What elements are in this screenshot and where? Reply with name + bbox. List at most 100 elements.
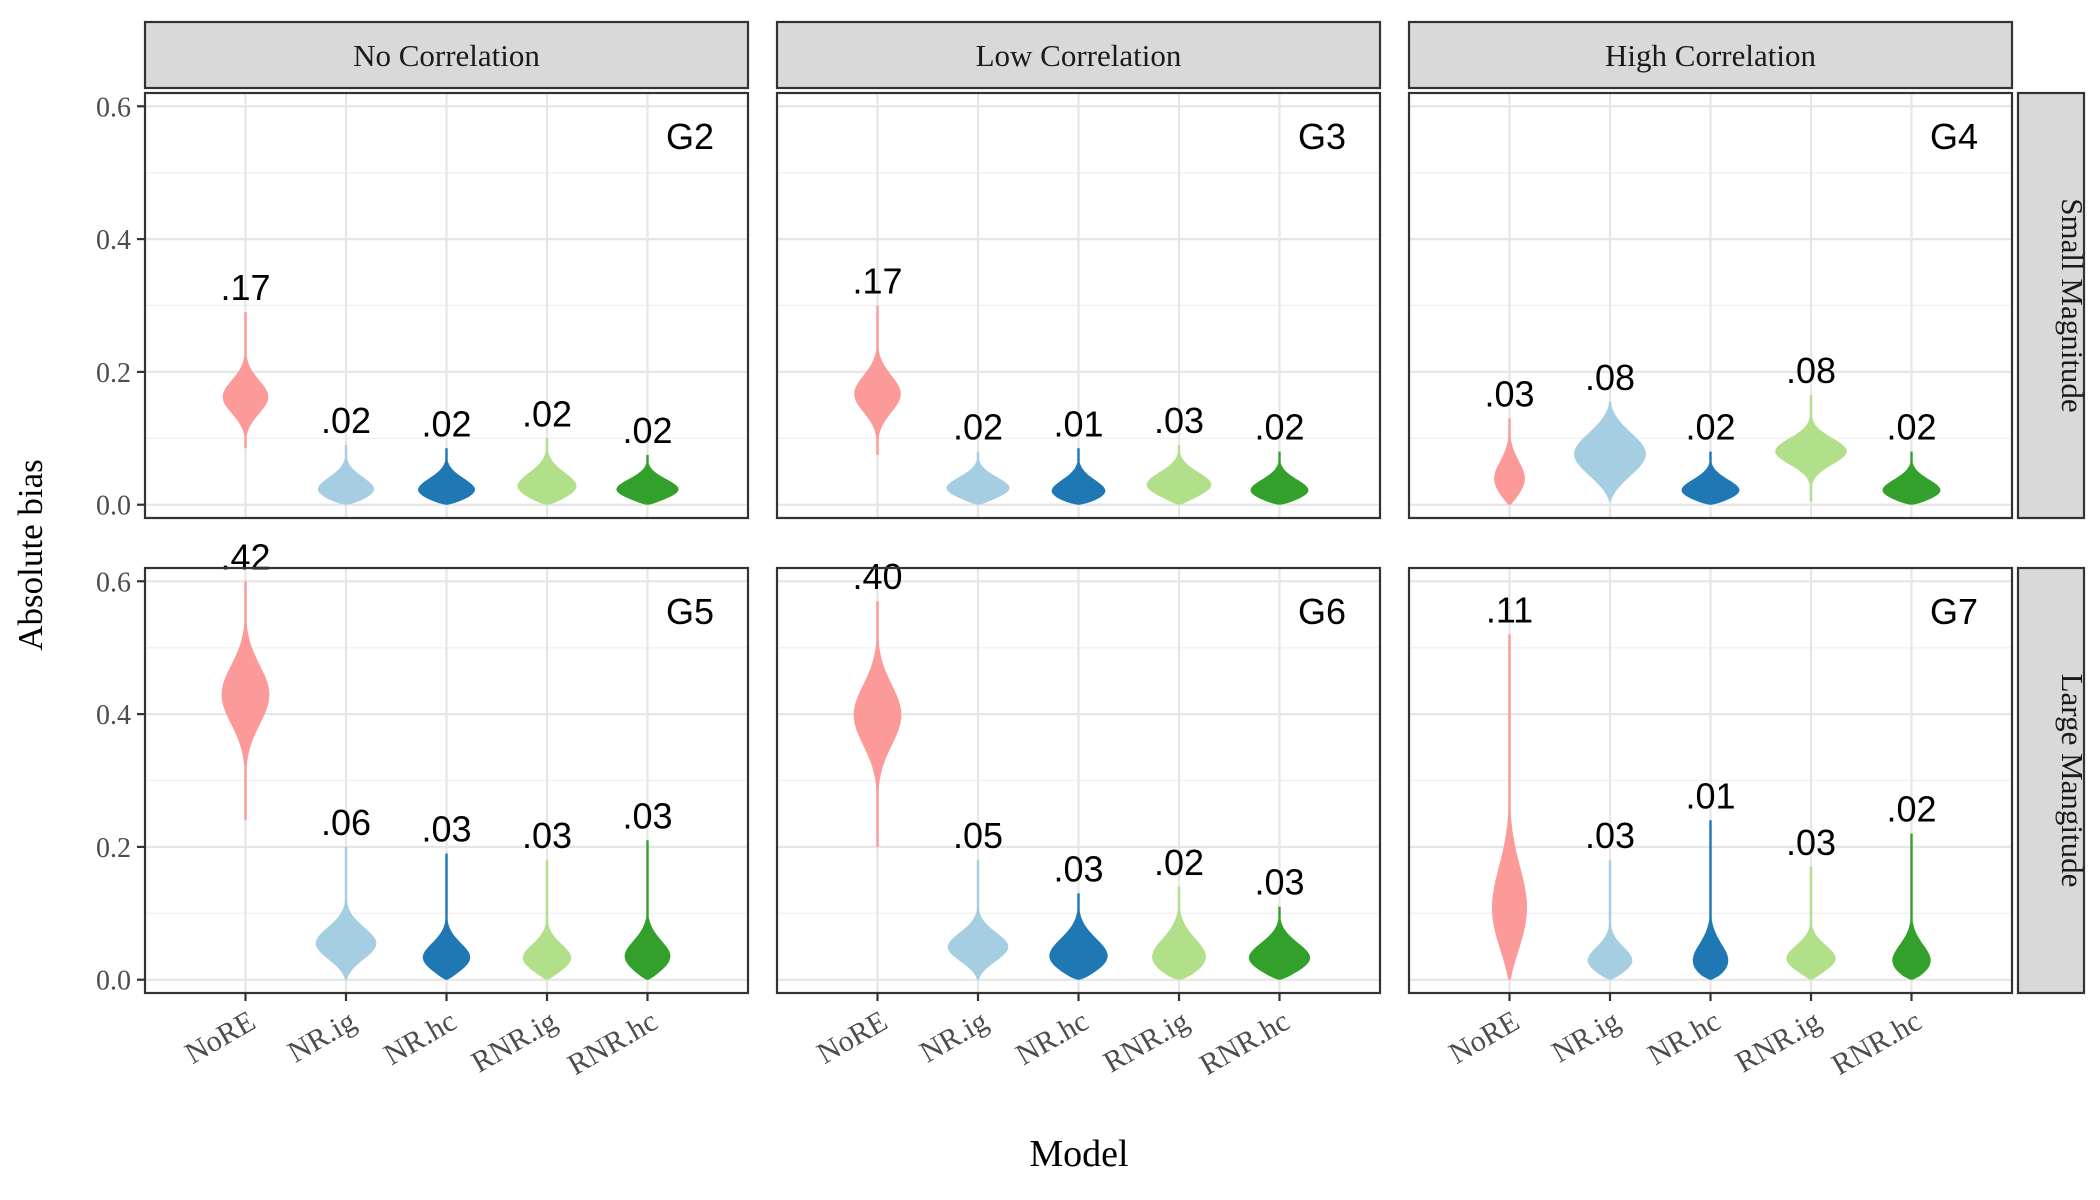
y-tick-label: 0.2 <box>96 833 131 864</box>
violin-nore <box>854 305 901 455</box>
x-tick-label: NR.ig <box>914 1004 993 1069</box>
y-tick-label: 0.4 <box>96 700 131 731</box>
strip-label: High Correlation <box>1605 38 1816 73</box>
mean-label: .02 <box>522 393 572 434</box>
mean-label: .17 <box>220 267 270 308</box>
violin-nr-hc <box>1051 448 1106 505</box>
violin-rnr-hc <box>1248 906 1311 980</box>
x-tick-label: NR.hc <box>1010 1004 1094 1071</box>
x-tick-label: NoRE <box>1444 1004 1525 1070</box>
violin-nore <box>1492 634 1527 980</box>
mean-label: .40 <box>852 556 902 597</box>
panel-g5: .42 .06 .03 .03 .03 G5 <box>143 536 750 995</box>
violin-nr-ig <box>1574 401 1646 502</box>
strip-label: Small Magnitude <box>2055 198 2090 412</box>
x-tick-label: RNR.ig <box>466 1004 563 1079</box>
column-strip: Low Correlation <box>775 20 1382 90</box>
mean-label: .03 <box>1254 862 1304 903</box>
x-tick-label: RNR.ig <box>1730 1004 1827 1079</box>
x-tick-label: NR.hc <box>378 1004 462 1071</box>
violin-rnr-ig <box>1775 395 1847 502</box>
mean-label: .01 <box>1685 775 1735 816</box>
mean-label: .02 <box>1886 789 1936 830</box>
x-tick-label: NR.ig <box>1546 1004 1625 1069</box>
y-tick-label: 0.6 <box>96 92 131 123</box>
mean-label: .42 <box>220 536 270 577</box>
x-tick-label: NoRE <box>180 1004 261 1070</box>
row-strip: Small Magnitude <box>2016 91 2090 520</box>
y-axis-title: Absolute bias <box>11 459 50 651</box>
strip-background <box>1407 20 2014 90</box>
column-strip: No Correlation <box>143 20 750 90</box>
panel-border <box>143 91 750 520</box>
mean-label: .02 <box>622 410 672 451</box>
x-tick-label: RNR.hc <box>562 1004 663 1081</box>
y-tick-label: 0.0 <box>96 491 131 522</box>
panel-tag: G7 <box>1930 591 1978 632</box>
mean-label: .02 <box>1254 407 1304 448</box>
violin-nr-ig <box>1587 860 1633 980</box>
violin-nore <box>1494 418 1525 505</box>
strip-background <box>143 20 750 90</box>
panel-tag: G5 <box>666 591 714 632</box>
mean-label: .02 <box>1685 407 1735 448</box>
panel-tag: G4 <box>1930 116 1978 157</box>
violin-rnr-ig <box>517 438 577 505</box>
y-tick-label: 0.2 <box>96 358 131 389</box>
violin-nr-ig <box>946 451 1010 505</box>
strip-label: Large Mangitude <box>2055 674 2090 888</box>
panel-g4: .03 .08 .02 .08 .02 G4 <box>1407 91 2014 520</box>
mean-label: .02 <box>953 407 1003 448</box>
mean-label: .02 <box>421 403 471 444</box>
x-tick-label: NoRE <box>812 1004 893 1070</box>
y-tick-label: 0.0 <box>96 966 131 997</box>
violin-rnr-hc <box>1892 833 1931 980</box>
x-tick-label: NR.ig <box>282 1004 361 1069</box>
panel-g2: .17 .02 .02 .02 .02 G2 <box>143 91 750 520</box>
strip-label: No Correlation <box>353 38 540 73</box>
violin-nr-hc <box>422 853 471 980</box>
mean-label: .11 <box>1486 589 1533 630</box>
violin-rnr-ig <box>1786 866 1836 980</box>
panel-g7: .11 .03 .01 .03 .02 G7 <box>1407 566 2014 995</box>
strip-background <box>775 20 1382 90</box>
x-axis-title: Model <box>1029 1133 1128 1175</box>
panel-g3: .17 .02 .01 .03 .02 G3 <box>775 91 1382 520</box>
mean-label: .03 <box>421 809 471 850</box>
violin-nore <box>221 581 270 821</box>
violin-nr-ig <box>318 445 374 505</box>
y-tick-label: 0.4 <box>96 225 131 256</box>
panels-layer: .17 .02 .02 .02 .02 G2 .17 .02 .01 .03 .02 G3 .03 .08… <box>96 20 2090 1082</box>
column-strip: High Correlation <box>1407 20 2014 90</box>
mean-label: .01 <box>1053 403 1103 444</box>
panel-tag: G3 <box>1298 116 1346 157</box>
y-tick-label: 0.6 <box>96 567 131 598</box>
mean-label: .02 <box>321 400 371 441</box>
violin-nr-hc <box>1049 893 1108 980</box>
x-tick-label: RNR.hc <box>1194 1004 1295 1081</box>
mean-label: .02 <box>1154 842 1204 883</box>
mean-label: .03 <box>1154 400 1204 441</box>
mean-label: .03 <box>1484 373 1534 414</box>
mean-label: .06 <box>321 802 371 843</box>
mean-label: .03 <box>522 815 572 856</box>
strip-background <box>2016 566 2086 995</box>
violin-rnr-hc <box>616 454 679 505</box>
violin-rnr-hc <box>1250 451 1309 505</box>
panel-g6: .40 .05 .03 .02 .03 G6 <box>775 556 1382 995</box>
violin-rnr-hc <box>1882 451 1941 505</box>
mean-label: .03 <box>1053 848 1103 889</box>
violin-nore <box>222 312 269 449</box>
mean-label: .03 <box>1786 822 1836 863</box>
violin-rnr-hc <box>624 840 671 980</box>
violin-nore <box>853 601 902 847</box>
violin-rnr-ig <box>1146 445 1212 505</box>
violin-rnr-ig <box>1152 886 1206 980</box>
strip-label: Low Correlation <box>976 38 1182 73</box>
mean-label: .08 <box>1786 350 1836 391</box>
violin-nr-hc <box>1692 820 1729 980</box>
panel-tag: G2 <box>666 116 714 157</box>
mean-label: .08 <box>1585 357 1635 398</box>
strip-background <box>2016 91 2086 520</box>
